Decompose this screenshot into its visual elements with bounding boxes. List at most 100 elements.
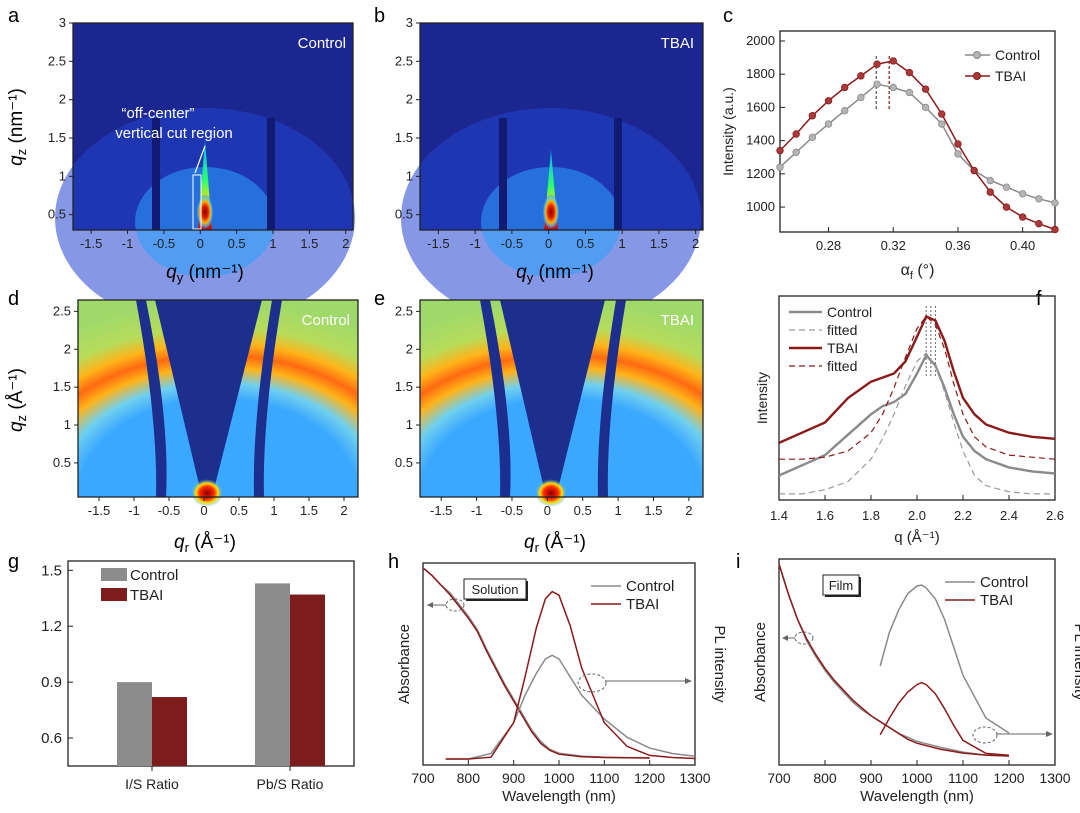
x-tick-label: 0.5 [228,236,246,251]
xlabel-b-sub: y [527,270,534,285]
xlabel-d-unit: (Å⁻¹) [189,532,236,553]
label-box-text: Solution [472,582,519,597]
data-point [1018,190,1027,198]
ylabel-a-sub: z [14,149,29,156]
xlabel-a-unit: (nm⁻¹) [183,262,244,283]
xlabel-b: qy (nm⁻¹) [516,262,594,285]
y-tick-label: 2000 [746,33,775,48]
x-tick-label: I/S Ratio [125,776,179,792]
data-point [808,112,817,120]
y-tick-label: 1 [406,417,413,432]
series-line-tbai-pl [445,590,696,760]
x-tick-label: 0 [200,503,207,518]
x-tick-label: 2.0 [908,508,926,523]
legend-label: fitted [827,358,857,374]
data-point [954,140,962,148]
legend-marker [973,51,981,59]
y-tick-label: 1800 [746,66,775,81]
chart-c: 0.28 0.32 0.36 0.40 1000 1200 1400 1600 1800 2000… [720,30,1059,282]
ylabel-a-unit: (nm⁻¹) [6,88,27,149]
xlabel-b-unit: (nm⁻¹) [533,262,594,283]
x-axis-label-symbol: α [901,262,910,279]
series-line-tbai-absorbance [422,567,650,759]
x-tick-label: -1.5 [88,503,110,518]
series-line-tbai [779,60,1056,231]
x-tick-label: -1 [469,236,481,251]
detector-gap-left [136,300,167,497]
x-tick-label: 1000 [543,770,574,786]
series-line-control-dashed [779,352,1055,495]
series-line-control-absorbance [778,563,1010,757]
giwaxs-map-tbai [420,300,703,507]
y-tick-label: 2 [406,341,413,356]
x-tick-label: 1.5 [300,503,318,518]
data-point [792,130,800,138]
cut-region-box [192,174,202,230]
y-tick-label: 0.5 [53,455,71,470]
legend-label: Control [980,574,1028,591]
detector-gap-right [267,118,275,230]
y-tick-label: 1.5 [395,379,413,394]
map-tag-a: Control [298,35,346,52]
series-line-control-solid [778,353,1056,477]
x-tick-label: -0.5 [158,503,180,518]
chart-f: 1.4 1.6 1.8 2.0 2.2 2.4 2.6 Control fitted TBAI fi… [754,295,1064,546]
axes-d: -1.5 -1 -0.5 0 0.5 1 1.5 2 0.5 1 1.5 2 2.5 [53,299,359,518]
legend-label: Control [130,567,178,584]
x-tick-label: 1 [619,236,626,251]
map-tag-b: TBAI [661,35,694,52]
x-tick-label: -1 [128,503,140,518]
x-tick-label: 1200 [993,770,1024,786]
xlabel-e-unit: (Å⁻¹) [539,532,586,553]
data-point [1051,199,1059,207]
xlabel-a: qy (nm⁻¹) [166,262,244,285]
xlabel-d-q: q [174,532,185,553]
x-tick-label: 1.5 [644,503,662,518]
data-point [1035,219,1043,228]
y-tick-label: 1.5 [395,130,413,145]
series-group-marker [445,598,465,612]
y-tick-label: 2 [406,92,413,107]
ylabel-a-q: q [6,155,27,166]
data-point [986,188,994,196]
y-tick-label: 2.5 [53,303,71,318]
x-tick-label: 0.40 [1010,238,1035,253]
y-tick-label: 0.6 [41,730,62,747]
label-box-text: Film [829,578,854,593]
detector-gap-left [480,300,511,497]
panel-letter-h: h [388,551,399,573]
legend-label: TBAI [130,587,163,604]
arrow-head [685,678,692,684]
x-tick-label: 700 [411,770,435,786]
x-tick-label: 0.5 [230,503,248,518]
data-point [905,68,914,77]
data-point [857,93,865,102]
ylabel-d-sub: z [14,415,29,422]
x-tick-label: 1 [270,503,277,518]
axes-e: -1.5 -1 -0.5 0 0.5 1 1.5 2 0.5 1 1.5 2 2.5 [395,299,704,518]
y-tick-label: 2 [59,92,66,107]
y-tick-label: 0.5 [395,207,413,222]
x-tick-label: -1.5 [80,236,102,251]
data-point [873,60,881,68]
legend-label: TBAI [995,68,1026,84]
x-axis-label-unit: (°) [913,262,935,279]
x-tick-label: 700 [767,770,791,786]
xlabel-b-q: q [516,262,527,283]
x-tick-label: -0.5 [501,503,523,518]
x-tick-label: 2 [692,236,699,251]
x-tick-label: 1.8 [862,508,880,523]
panel-letter-e: e [374,288,385,310]
label-box [822,574,860,596]
series-line-control-pl [445,654,696,760]
y-tick-label: 3 [59,15,66,30]
chart-g: 0.6 0.9 1.2 1.5 I/S Ratio Pb/S Ratio Control TB… [41,560,355,792]
legend-marker [973,72,981,80]
x-tick-label: 800 [457,770,481,786]
data-point [889,83,897,92]
data-point [889,57,897,65]
x-axis-label-sub: f [910,270,914,282]
y-tick-label: 1.2 [41,618,62,635]
x-tick-label: 2.6 [1046,508,1064,523]
x-tick-label: 0 [197,236,204,251]
